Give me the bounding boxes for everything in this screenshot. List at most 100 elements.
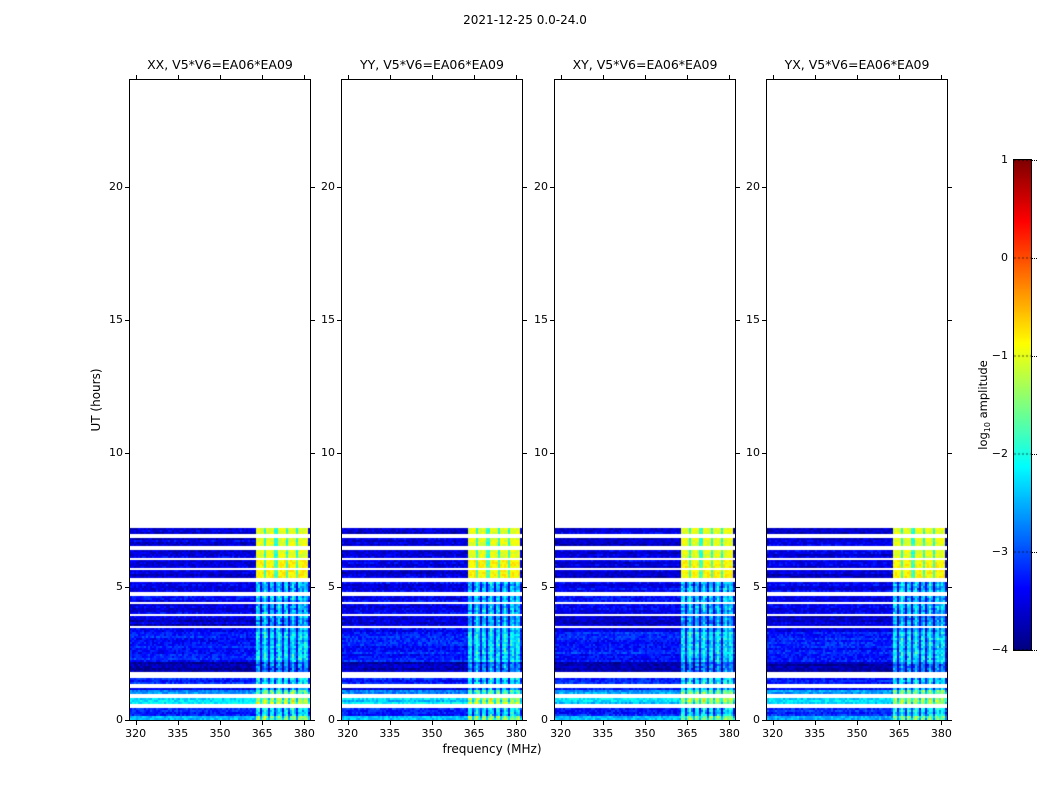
x-tick-label: 380 [505, 727, 527, 740]
colorbar-tick-label: 0 [1001, 251, 1008, 264]
y-tick [736, 720, 740, 721]
y-tick [736, 586, 740, 588]
x-tick-label: 365 [251, 727, 273, 740]
colorbar-label-sub: 10 [983, 422, 993, 433]
x-tick [432, 75, 433, 79]
y-tick [948, 720, 952, 721]
x-tick [560, 75, 562, 79]
y-tick-label: 10 [321, 446, 335, 460]
y-tick [125, 586, 129, 588]
axes-xy: 320 335 350 365 380 0 5 10 15 20 [534, 75, 740, 740]
y-tick [762, 720, 766, 721]
y-tick [337, 720, 341, 721]
x-tick-label: 380 [293, 727, 315, 740]
y-tick [311, 320, 315, 321]
y-tick [550, 720, 554, 721]
x-tick-label: 350 [421, 727, 443, 740]
y-tick-label: 0 [328, 713, 335, 726]
y-tick-label: 0 [541, 713, 548, 726]
y-tick-label: 20 [534, 179, 548, 193]
y-tick [337, 453, 341, 455]
x-tick [941, 721, 943, 725]
x-tick-label: 335 [804, 727, 826, 740]
y-tick [523, 186, 527, 188]
y-tick-label: 10 [109, 446, 123, 460]
colorbar-label-suffix: amplitude [975, 360, 990, 423]
spectrogram-canvas-yx [767, 80, 947, 720]
x-tick-label: 335 [167, 727, 189, 740]
y-tick [311, 586, 315, 588]
y-tick-label: 10 [746, 446, 760, 460]
x-tick [899, 75, 901, 79]
x-tick [857, 721, 858, 725]
colorbar-tick-label: −2 [991, 447, 1008, 460]
x-tick [304, 721, 306, 725]
x-tick [687, 75, 689, 79]
x-tick [516, 75, 518, 79]
x-tick [135, 75, 137, 79]
y-tick-label: 20 [746, 179, 760, 193]
x-tick-label: 365 [888, 727, 910, 740]
x-tick [645, 721, 646, 725]
colorbar-tick-label: −3 [991, 545, 1008, 558]
y-tick [337, 320, 341, 321]
spectrogram-canvas-xy [555, 80, 735, 720]
y-tick-label: 0 [116, 713, 123, 726]
y-tick [736, 453, 740, 455]
y-tick [125, 186, 129, 188]
x-tick [941, 75, 943, 79]
colorbar [1013, 159, 1032, 651]
x-tick-label: 350 [846, 727, 868, 740]
x-tick [262, 721, 264, 725]
x-tick [389, 721, 391, 725]
x-tick-label: 350 [634, 727, 656, 740]
x-tick [347, 75, 349, 79]
x-tick [177, 721, 179, 725]
y-tick-label: 15 [746, 313, 760, 326]
figure-title: 2021-12-25 0.0-24.0 [463, 13, 587, 27]
y-tick [337, 586, 341, 588]
x-tick [262, 75, 264, 79]
x-tick [772, 721, 774, 725]
panel-title-xy: XY, V5*V6=EA06*EA09 [572, 57, 718, 72]
x-tick [220, 721, 221, 725]
y-tick [736, 186, 740, 188]
y-tick [125, 320, 129, 321]
y-tick [948, 453, 952, 455]
x-tick [602, 721, 604, 725]
y-tick [550, 320, 554, 321]
y-tick-label: 15 [109, 313, 123, 326]
y-tick-label: 15 [534, 313, 548, 326]
y-tick [550, 586, 554, 588]
x-tick-label: 365 [676, 727, 698, 740]
y-tick [948, 186, 952, 188]
y-tick [311, 186, 315, 188]
y-tick [762, 586, 766, 588]
y-tick-label: 20 [109, 179, 123, 193]
y-tick [523, 320, 527, 321]
y-tick-label: 5 [328, 579, 335, 593]
spectrogram-canvas-xx [130, 80, 310, 720]
x-tick [772, 75, 774, 79]
y-tick-label: 15 [321, 313, 335, 326]
x-tick [560, 721, 562, 725]
x-axis-label: frequency (MHz) [442, 742, 542, 756]
colorbar-tick-mark [1032, 258, 1037, 259]
x-tick [602, 75, 604, 79]
x-tick [177, 75, 179, 79]
axes-yx: 320 335 350 365 380 0 5 10 15 20 [746, 75, 952, 740]
y-tick [125, 453, 129, 455]
y-tick [550, 186, 554, 188]
colorbar-label: log10 amplitude [976, 360, 992, 450]
x-tick [220, 75, 221, 79]
y-axis-label: UT (hours) [89, 368, 103, 432]
x-tick [432, 721, 433, 725]
panel-title-yy: YY, V5*V6=EA06*EA09 [360, 57, 504, 72]
x-tick-label: 335 [379, 727, 401, 740]
y-tick [550, 453, 554, 455]
axes-xx: 320 335 350 365 380 0 5 10 15 20 [109, 75, 315, 740]
x-tick-label: 380 [930, 727, 952, 740]
colorbar-tick-label: −4 [991, 643, 1008, 656]
panel-title-xx: XX, V5*V6=EA06*EA09 [147, 57, 293, 72]
y-tick-label: 10 [534, 446, 548, 460]
